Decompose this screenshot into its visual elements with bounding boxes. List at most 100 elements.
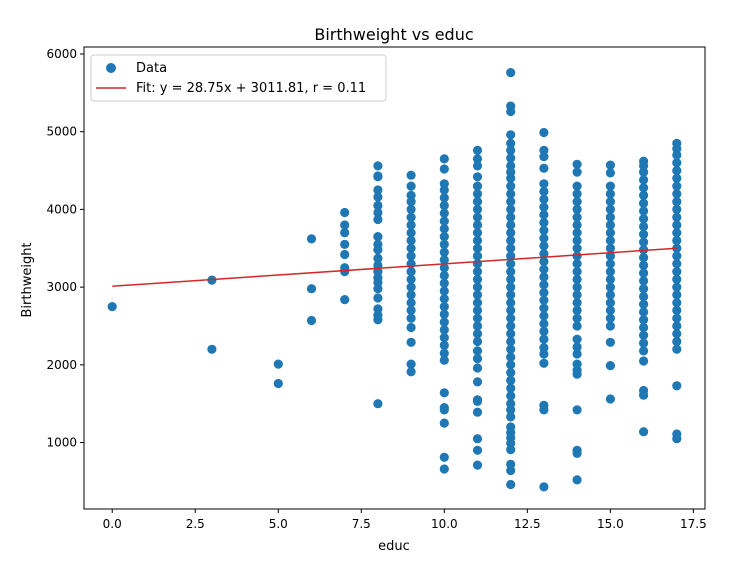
- data-point: [672, 220, 682, 230]
- data-point: [439, 325, 449, 335]
- data-point: [340, 207, 350, 218]
- data-point: [672, 305, 682, 315]
- data-point: [306, 234, 317, 244]
- data-point: [539, 163, 549, 173]
- data-point: [273, 359, 283, 369]
- data-point: [539, 405, 549, 415]
- data-point: [472, 145, 483, 155]
- data-point: [672, 274, 682, 284]
- data-point: [373, 172, 383, 182]
- data-point: [672, 259, 682, 269]
- data-point: [539, 272, 549, 282]
- data-point: [672, 344, 682, 354]
- data-point: [439, 294, 449, 304]
- x-axis-ticks: 0.0 2.5 5.0 7.5 10.0 12.5 15.0 17.5: [103, 509, 707, 531]
- data-point: [340, 239, 350, 249]
- data-point: [639, 284, 649, 294]
- data-point: [572, 405, 582, 415]
- data-point: [605, 160, 616, 170]
- data-point: [605, 220, 616, 230]
- data-point: [672, 189, 682, 199]
- data-point: [373, 200, 383, 211]
- data-point: [373, 161, 383, 171]
- data-point: [539, 249, 549, 259]
- data-point: [506, 274, 516, 284]
- data-point: [373, 284, 383, 294]
- data-point: [605, 298, 616, 308]
- data-point: [572, 349, 582, 359]
- data-point: [472, 396, 483, 406]
- data-point: [406, 251, 416, 261]
- data-point: [672, 243, 682, 253]
- data-point: [639, 291, 649, 302]
- data-point: [506, 189, 516, 199]
- data-point: [472, 282, 483, 292]
- data-point: [472, 154, 483, 164]
- x-tick-label: 15.0: [597, 517, 624, 531]
- data-point: [539, 358, 549, 368]
- data-point: [472, 336, 483, 347]
- data-point: [406, 267, 416, 277]
- data-point: [672, 235, 682, 246]
- y-tick-label: 3000: [46, 280, 77, 294]
- data-point: [306, 284, 317, 294]
- data-point: [439, 340, 449, 350]
- chart-title: Birthweight vs educ: [314, 25, 473, 44]
- data-point: [639, 390, 649, 400]
- data-point: [406, 313, 416, 323]
- data-point: [472, 329, 483, 339]
- data-point: [506, 290, 516, 300]
- data-point: [572, 259, 582, 269]
- data-point: [605, 394, 616, 404]
- data-point: [639, 206, 649, 216]
- data-point: [572, 235, 582, 246]
- data-point: [472, 204, 483, 214]
- data-point: [539, 326, 549, 336]
- data-point: [439, 232, 449, 242]
- data-point: [572, 282, 582, 292]
- data-point: [506, 375, 516, 385]
- data-point: [605, 181, 616, 191]
- data-point: [472, 346, 483, 356]
- data-point: [672, 212, 682, 222]
- data-point: [639, 198, 649, 208]
- fit-line-layer: [112, 247, 677, 287]
- data-point: [373, 315, 383, 325]
- data-point: [539, 295, 549, 305]
- data-point: [273, 378, 283, 389]
- data-point: [340, 295, 350, 305]
- data-point: [539, 349, 549, 359]
- data-point: [506, 204, 516, 214]
- data-point: [639, 175, 649, 185]
- data-point: [406, 181, 416, 191]
- data-point: [439, 309, 449, 319]
- data-point: [439, 154, 449, 164]
- data-point: [439, 405, 449, 415]
- data-point: [572, 313, 582, 323]
- data-point: [639, 276, 649, 286]
- data-point: [672, 313, 682, 323]
- data-point: [639, 237, 649, 247]
- data-point: [506, 212, 516, 222]
- data-point: [506, 138, 516, 148]
- data-point: [472, 377, 483, 387]
- data-point: [406, 204, 416, 214]
- data-point: [439, 164, 449, 174]
- data-point: [406, 274, 416, 284]
- legend-label-fit: Fit: y = 28.75x + 3011.81, r = 0.11: [136, 81, 366, 96]
- x-tick-label: 10.0: [431, 517, 458, 531]
- data-point: [506, 368, 516, 378]
- data-point: [472, 321, 483, 331]
- data-point: [439, 224, 449, 234]
- data-point: [472, 305, 483, 315]
- data-point: [639, 268, 649, 278]
- plot-frame: [83, 46, 706, 510]
- data-point: [439, 286, 449, 296]
- data-point: [539, 303, 549, 313]
- data-point: [605, 228, 616, 238]
- x-tick-label: 0.0: [103, 517, 122, 531]
- data-point: [506, 220, 516, 230]
- data-point: [506, 181, 516, 191]
- data-point: [506, 344, 516, 354]
- data-point: [472, 313, 483, 323]
